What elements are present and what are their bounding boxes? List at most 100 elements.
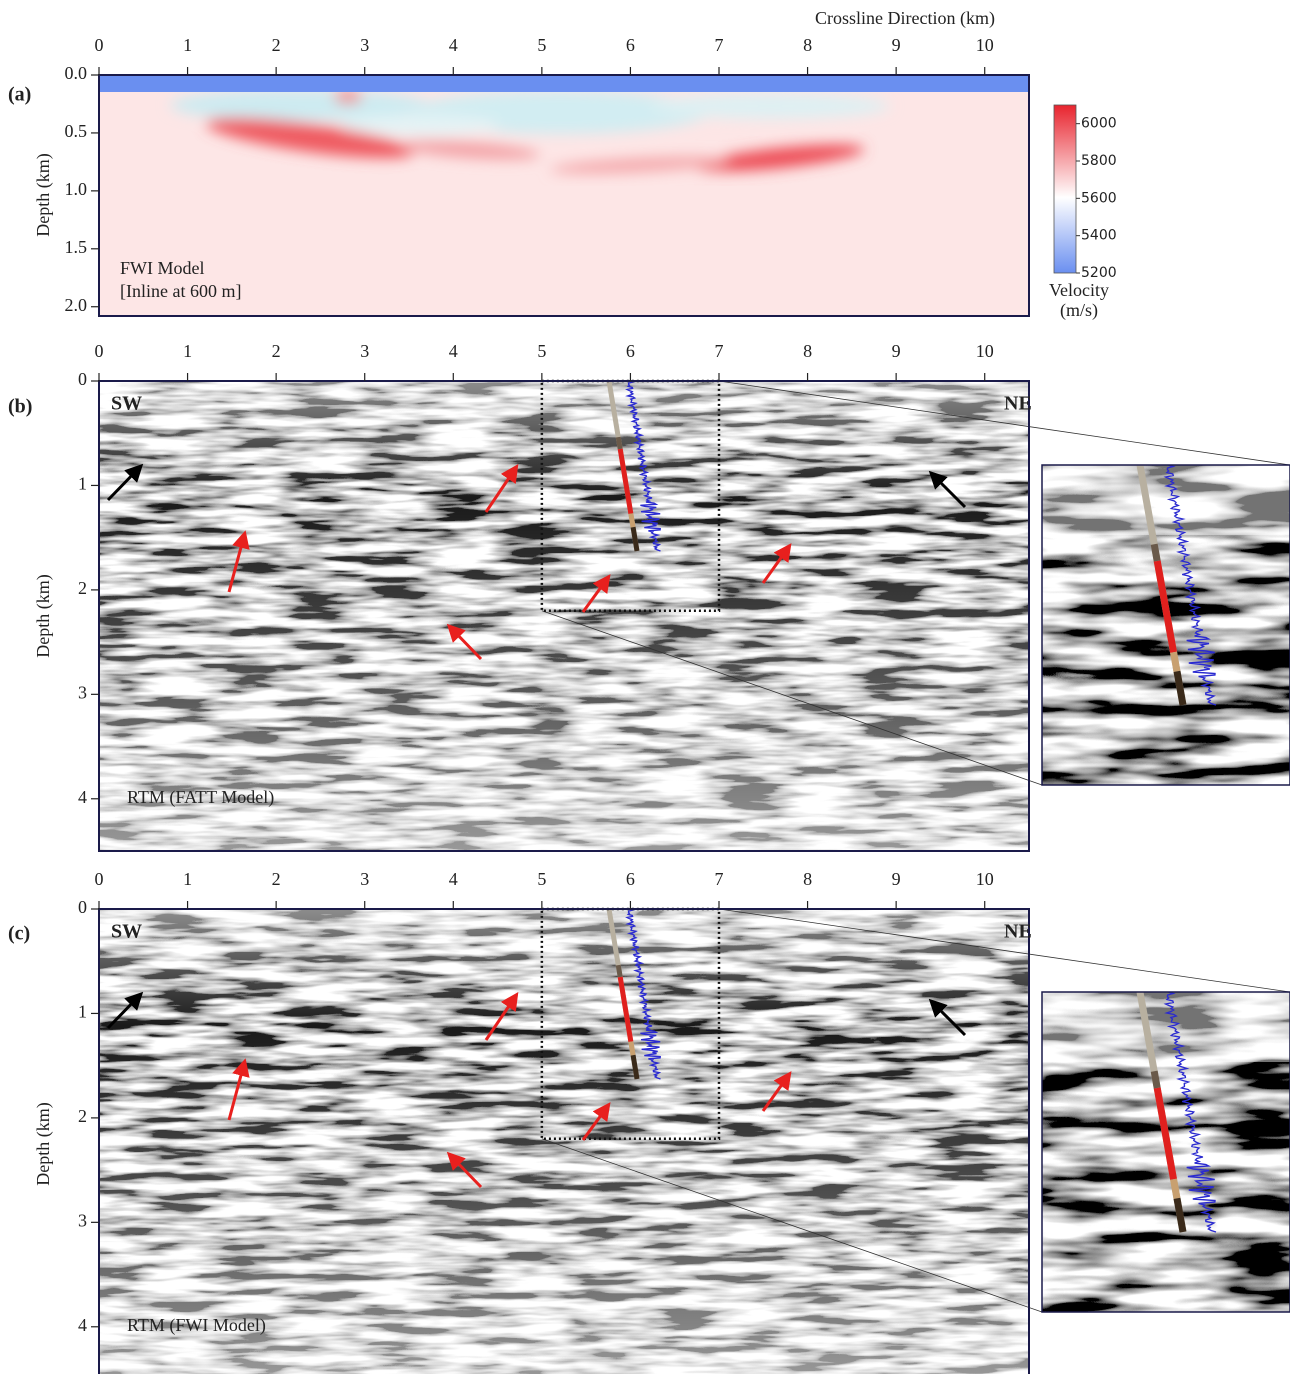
y-axis-title: Depth (km) <box>33 574 54 657</box>
x-tick-label: 8 <box>803 35 812 55</box>
synthetic-trace <box>625 381 662 552</box>
arrow <box>581 574 611 613</box>
well-segment <box>1173 1197 1187 1233</box>
plot-area <box>99 909 1029 1374</box>
well-segment <box>617 448 634 515</box>
panel-label: (b) <box>8 396 32 418</box>
synthetic-trace <box>1163 992 1217 1233</box>
y-tick-label: 1 <box>78 1002 87 1022</box>
annotation: [Inline at 600 m] <box>120 281 241 301</box>
arrow <box>761 543 792 584</box>
anomaly <box>650 93 890 119</box>
zoom-box <box>540 907 721 1141</box>
y-tick-label: 0 <box>78 369 87 389</box>
synthetic-trace <box>1163 465 1217 706</box>
zoom-inset <box>1042 992 1290 1312</box>
annotation: NE <box>1004 921 1032 943</box>
zoom-line <box>718 908 1290 993</box>
x-tick-label: 0 <box>95 341 104 361</box>
colorbar <box>1053 104 1077 274</box>
arrow <box>227 530 250 593</box>
well-segment <box>615 436 623 450</box>
x-tick-label: 6 <box>626 341 635 361</box>
x-tick-label: 7 <box>715 869 724 889</box>
y-tick-label: 0 <box>78 897 87 917</box>
arrow <box>484 992 519 1041</box>
amplitude-fade <box>99 909 1029 1374</box>
anomaly <box>340 115 500 135</box>
water-layer <box>99 75 1029 92</box>
anomaly <box>400 140 540 160</box>
colorbar-tick-label: 5200 <box>1081 265 1117 281</box>
x-tick-label: 1 <box>183 869 192 889</box>
plot-frame <box>98 74 1030 317</box>
x-tick-label: 2 <box>272 869 281 889</box>
inset-fade <box>1042 992 1290 1062</box>
y-tick-label: 3 <box>78 682 87 702</box>
inset-frame <box>1041 991 1290 1313</box>
x-tick-label: 10 <box>976 341 994 361</box>
arrow <box>928 470 967 509</box>
x-tick-label: 0 <box>95 35 104 55</box>
well-segment <box>628 1041 636 1056</box>
arrow <box>446 623 483 661</box>
x-tick-label: 5 <box>537 341 546 361</box>
x-tick-label: 3 <box>360 869 369 889</box>
arrow <box>106 463 144 502</box>
y-tick-label: 1 <box>78 474 87 494</box>
x-tick-label: 2 <box>272 35 281 55</box>
zoom-inset <box>1042 465 1290 785</box>
well-segment <box>1173 670 1187 706</box>
x-tick-label: 2 <box>272 341 281 361</box>
synthetic-trace <box>625 909 662 1080</box>
y-tick-label: 1.5 <box>65 237 88 257</box>
annotation: RTM (FWI Model) <box>127 1315 266 1336</box>
annotation: SW <box>111 921 142 943</box>
x-tick-label: 4 <box>449 35 458 55</box>
x-tick-label: 9 <box>892 869 901 889</box>
y-tick-label: 0.0 <box>65 63 88 83</box>
well-segment <box>630 526 640 552</box>
plot-area <box>99 381 1029 851</box>
annotation: RTM (FATT Model) <box>127 787 274 808</box>
annotation: NE <box>1004 393 1032 415</box>
anomaly <box>550 156 730 174</box>
x-tick-label: 4 <box>449 869 458 889</box>
y-axis-title: Depth (km) <box>33 1102 54 1185</box>
well-segment <box>628 513 636 528</box>
arrow <box>761 1071 792 1112</box>
well-segment <box>615 964 623 978</box>
x-tick-label: 9 <box>892 341 901 361</box>
y-tick-label: 3 <box>78 1210 87 1230</box>
well-segment <box>1170 651 1181 673</box>
anomaly <box>334 91 362 103</box>
x-tick-label: 8 <box>803 341 812 361</box>
well-segment <box>1150 1070 1161 1089</box>
x-tick-label: 1 <box>183 35 192 55</box>
panel-label: (c) <box>8 923 30 945</box>
anomaly <box>170 89 430 121</box>
inset-frame <box>1041 464 1290 786</box>
x-tick-label: 8 <box>803 869 812 889</box>
x-tick-label: 0 <box>95 869 104 889</box>
y-tick-label: 0.5 <box>65 121 88 141</box>
arrow <box>928 998 967 1037</box>
y-tick-label: 2 <box>78 1106 87 1126</box>
zoom-box <box>540 379 721 613</box>
panel-label: (a) <box>8 84 31 106</box>
plot-frame <box>98 908 1030 1374</box>
annotation: SW <box>111 393 142 415</box>
colorbar-tick-label: 5800 <box>1081 153 1117 169</box>
x-tick-label: 4 <box>449 341 458 361</box>
anomaly <box>695 144 865 172</box>
x-tick-label: 7 <box>715 341 724 361</box>
y-tick-label: 2.0 <box>65 295 88 315</box>
well-segment <box>1170 1178 1181 1200</box>
plot-frame <box>98 380 1030 852</box>
anomaly <box>206 117 414 159</box>
y-axis-title: Depth (km) <box>33 153 54 236</box>
colorbar-tick-label: 5400 <box>1081 228 1117 244</box>
y-tick-label: 2 <box>78 578 87 598</box>
